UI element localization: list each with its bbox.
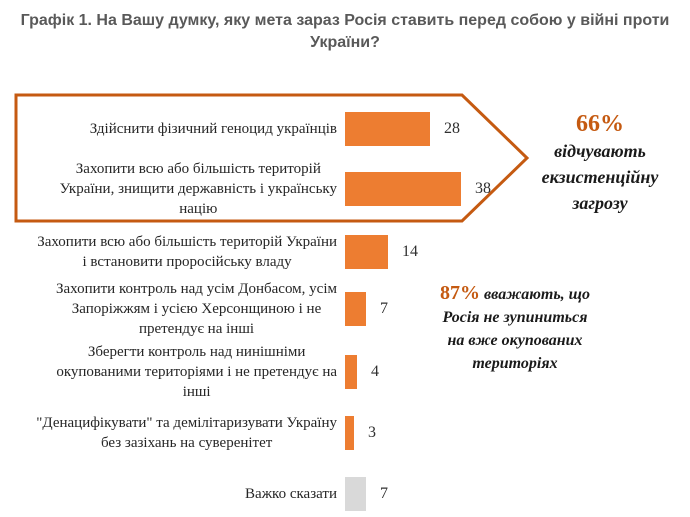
percent-value: 87% [440,282,480,304]
bar-muted [345,477,366,511]
category-label: Захопити всю або більшість територій Укр… [59,161,337,217]
percent-value: 66% [576,111,624,137]
bar [345,235,388,269]
value-label: 14 [402,243,418,260]
value-label: 38 [475,180,491,197]
bar [345,416,354,450]
category-label: Важко сказати [245,486,337,502]
bar [345,292,366,326]
value-label: 7 [380,300,388,317]
annotation-87-percent: 87% вважають, що Росія не зупиниться на … [416,282,614,375]
chart-title: Графік 1. На Вашу думку, яку мета зараз … [20,12,670,51]
value-label: 7 [380,485,388,502]
value-label: 3 [368,424,376,441]
value-label: 28 [444,120,460,137]
bar [345,172,461,206]
category-label: Здійснити фізичний геноцид українців [89,121,337,137]
annotation-66-percent: 66% відчувають екзистенційну загрозу [513,110,687,216]
category-label: "Денацифікувати" та демілітаризувати Укр… [36,415,337,451]
category-label: Захопити всю або більшість територій Укр… [37,234,337,270]
bar [345,355,357,389]
category-label: Зберегти контроль над нинішніми окупован… [56,344,337,400]
category-label: Захопити контроль над усім Донбасом, усі… [55,281,337,337]
value-label: 4 [371,363,379,380]
annotation-text: відчувають екзистенційну загрозу [541,141,659,213]
bar [345,112,430,146]
annotation-text: вважають, що Росія не зупиниться на вже … [442,286,590,372]
